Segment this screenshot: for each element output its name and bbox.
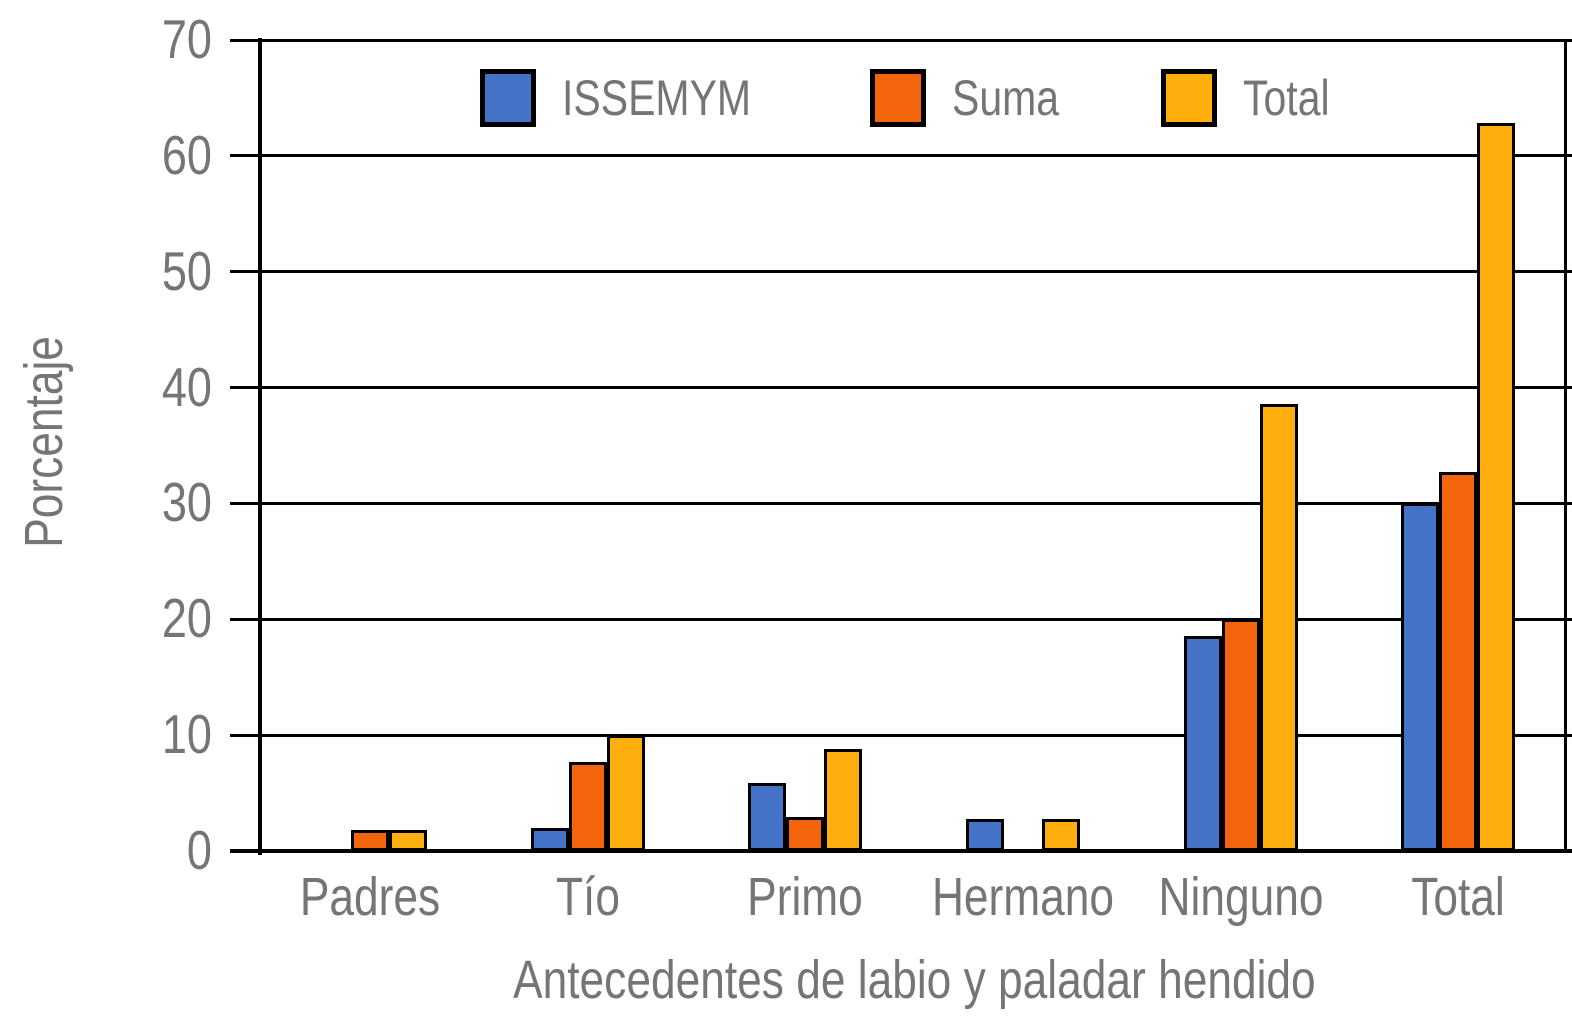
gridline-40 (230, 386, 1572, 390)
bar-total-primo (824, 749, 862, 851)
bar-suma-ninguno (1222, 619, 1260, 851)
bar-issemym-ninguno (1184, 636, 1222, 851)
bar-issemym-tio (531, 828, 569, 851)
legend-swatch-issemym (479, 69, 536, 127)
gridline-60 (230, 154, 1572, 158)
bar-suma-primo (786, 817, 824, 851)
gridline-20 (230, 617, 1572, 621)
legend-label-issemym: ISSEMYM (561, 70, 751, 126)
x-tick-label-ninguno: Ninguno (1158, 867, 1323, 927)
y-tick-label-10: 10 (161, 703, 212, 766)
y-tick-label-40: 40 (161, 355, 212, 418)
gridline-30 (230, 501, 1572, 505)
bar-issemym-primo (748, 783, 786, 851)
y-tick-label-20: 20 (161, 587, 212, 650)
x-tick-label-hermano: Hermano (931, 867, 1114, 927)
y-tick-label-50: 50 (161, 239, 212, 302)
legend: ISSEMYM Suma Total (261, 62, 1567, 134)
plot-right-border (1564, 40, 1567, 851)
legend-item-total: Total (1160, 69, 1349, 127)
bar-suma-padres (351, 830, 389, 851)
bar-suma-tio (569, 762, 607, 851)
y-axis-title: Porcentaje (14, 336, 74, 548)
legend-label-total: Total (1242, 70, 1330, 126)
legend-swatch-total (1160, 69, 1217, 127)
y-axis-line (258, 38, 262, 855)
gridline-10 (230, 733, 1572, 737)
bar-issemym-hermano (966, 819, 1004, 851)
legend-item-issemym: ISSEMYM (479, 69, 793, 127)
x-tick-label-padres: Padres (299, 867, 440, 927)
x-axis-line (230, 849, 1572, 853)
gridline-70 (230, 38, 1572, 42)
bar-total-total (1477, 123, 1515, 851)
x-tick-label-total: Total (1411, 867, 1505, 927)
x-tick-label-tio: Tío (555, 867, 620, 927)
y-tick-label-70: 70 (161, 8, 212, 70)
legend-label-suma: Suma (952, 70, 1060, 126)
y-tick-label-30: 30 (161, 471, 212, 534)
bar-issemym-total (1401, 503, 1439, 851)
x-axis-title: Antecedentes de labio y paladar hendido (512, 950, 1316, 1010)
y-tick-label-0: 0 (186, 819, 212, 881)
x-tick-label-primo: Primo (747, 867, 863, 927)
legend-item-suma: Suma (870, 69, 1083, 127)
bar-suma-total (1439, 472, 1477, 851)
bar-total-hermano (1042, 819, 1080, 851)
bar-total-tio (607, 735, 645, 851)
bar-total-padres (389, 830, 427, 851)
bar-total-ninguno (1260, 404, 1298, 851)
legend-swatch-suma (870, 69, 927, 127)
gridline-50 (230, 270, 1572, 274)
y-tick-label-60: 60 (161, 123, 212, 186)
